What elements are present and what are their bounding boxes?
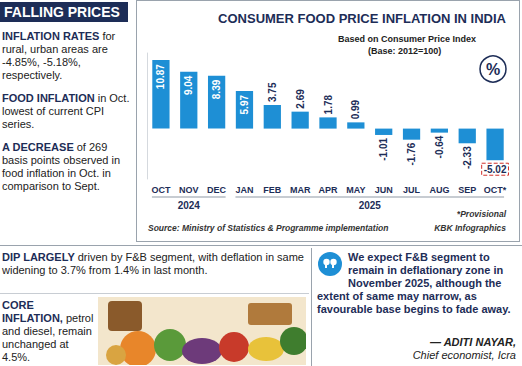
svg-text:-1.76: -1.76 bbox=[406, 142, 417, 165]
svg-text:-2.33: -2.33 bbox=[462, 146, 473, 169]
svg-text:0.99: 0.99 bbox=[350, 99, 361, 119]
svg-text:JUN: JUN bbox=[375, 185, 393, 195]
svg-text:MAY: MAY bbox=[346, 185, 365, 195]
html-text:DIP LARGELY driven by F&B segm: DIP LARGELY driven by F&B segment, with … bbox=[2, 251, 304, 276]
html-text:INFLATION RATES for rural, urb: INFLATION RATES for rural, urban areas a… bbox=[2, 30, 116, 81]
svg-text:10.87: 10.87 bbox=[155, 64, 166, 89]
html-text:— ADITI NAYAR,: — ADITI NAYAR, bbox=[430, 336, 516, 348]
svg-text:SEP: SEP bbox=[458, 185, 476, 195]
svg-text:DEC: DEC bbox=[207, 185, 227, 195]
svg-text:(Base: 2012=100): (Base: 2012=100) bbox=[368, 46, 441, 56]
svg-text:8.39: 8.39 bbox=[211, 79, 222, 99]
html-text:A DECREASE of 269 basis points: A DECREASE of 269 basis points observed … bbox=[2, 141, 120, 192]
svg-text:APR: APR bbox=[318, 185, 338, 195]
svg-text:Based on Consumer Price Index: Based on Consumer Price Index bbox=[338, 34, 476, 44]
html-text:Chief economist, Icra: Chief economist, Icra bbox=[412, 349, 516, 361]
svg-text:1.78: 1.78 bbox=[323, 94, 334, 114]
svg-text:KBK Infographics: KBK Infographics bbox=[434, 223, 506, 233]
svg-text:Source: Ministry of Statistics: Source: Ministry of Statistics & Program… bbox=[148, 223, 388, 233]
svg-text:-0.64: -0.64 bbox=[434, 135, 445, 158]
svg-text:MAR: MAR bbox=[290, 185, 311, 195]
svg-text:JUL: JUL bbox=[403, 185, 421, 195]
svg-text:AUG: AUG bbox=[429, 185, 449, 195]
html-text:CORE INFLATION, petrol and die: CORE INFLATION, petrol and diesel, remai… bbox=[2, 299, 94, 363]
svg-text:OCT: OCT bbox=[151, 185, 171, 195]
svg-text:5.97: 5.97 bbox=[239, 95, 250, 115]
svg-text:%: % bbox=[486, 61, 500, 78]
html-text:FOOD INFLATION in Oct. lowest: FOOD INFLATION in Oct. lowest of current… bbox=[2, 92, 130, 130]
html-text:FALLING PRICES: FALLING PRICES bbox=[4, 4, 120, 20]
svg-text:9.04: 9.04 bbox=[183, 75, 194, 95]
svg-text:OCT*: OCT* bbox=[484, 185, 507, 195]
svg-text:2025: 2025 bbox=[359, 200, 382, 211]
svg-text:*Provisional: *Provisional bbox=[457, 209, 507, 219]
svg-text:-1.01: -1.01 bbox=[378, 138, 389, 161]
html-text:We expect F&B segment to remai: We expect F&B segment to remain in defla… bbox=[317, 251, 511, 315]
svg-text:2.69: 2.69 bbox=[295, 89, 306, 109]
svg-text:NOV: NOV bbox=[179, 185, 199, 195]
svg-text:FEB: FEB bbox=[263, 185, 282, 195]
svg-text:2024: 2024 bbox=[178, 200, 201, 211]
svg-text:CONSUMER FOOD PRICE INFLATION: CONSUMER FOOD PRICE INFLATION IN INDIA bbox=[218, 11, 507, 26]
svg-text:-5.02: -5.02 bbox=[484, 164, 507, 175]
svg-text:JAN: JAN bbox=[235, 185, 253, 195]
svg-text:3.75: 3.75 bbox=[267, 82, 278, 102]
